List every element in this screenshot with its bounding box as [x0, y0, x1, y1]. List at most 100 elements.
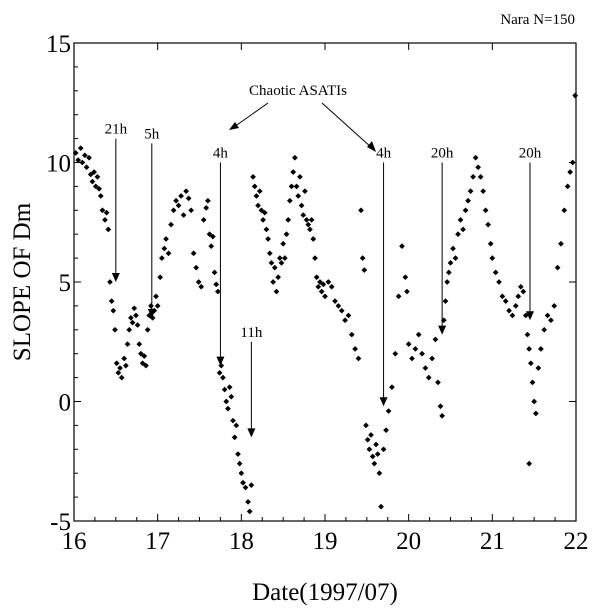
data-point — [291, 154, 298, 161]
time-annotation: 4h — [376, 146, 392, 407]
data-point — [315, 283, 322, 290]
data-point — [208, 243, 215, 250]
data-point — [376, 470, 383, 477]
data-point — [455, 231, 461, 238]
x-tick-label: 22 — [564, 528, 589, 555]
data-point — [412, 345, 419, 352]
time-annotation-arrowhead — [525, 311, 534, 321]
chaotic-annotation: Chaotic ASATIs — [229, 83, 376, 152]
data-point — [115, 369, 122, 376]
data-point — [255, 202, 262, 209]
data-point — [99, 207, 106, 214]
data-point — [296, 173, 303, 180]
data-point — [475, 164, 482, 171]
time-annotation-label: 4h — [376, 146, 392, 162]
data-point — [567, 169, 574, 176]
data-point — [467, 188, 474, 195]
data-point — [236, 460, 243, 467]
time-annotation-label: 5h — [144, 126, 160, 142]
data-point — [87, 171, 94, 178]
data-point — [72, 149, 79, 156]
data-point — [97, 193, 104, 199]
data-point — [185, 195, 192, 202]
data-point — [472, 154, 479, 161]
data-point — [496, 279, 502, 285]
data-point — [250, 173, 257, 180]
data-point — [153, 293, 159, 300]
time-annotation: 20h — [519, 146, 542, 321]
data-point — [429, 355, 436, 362]
data-point — [352, 345, 359, 352]
data-point — [419, 350, 426, 357]
data-point — [228, 393, 235, 400]
data-point — [564, 183, 571, 190]
data-point — [218, 362, 225, 369]
data-point — [295, 193, 302, 199]
data-point — [91, 169, 98, 176]
data-point — [209, 233, 216, 240]
data-point — [293, 183, 300, 190]
data-point — [512, 302, 519, 309]
data-point — [359, 255, 366, 262]
x-tick-label: 19 — [313, 528, 338, 555]
x-tick-label: 18 — [229, 528, 254, 555]
x-tick-label: 16 — [62, 528, 87, 555]
data-point — [270, 279, 277, 285]
data-point — [345, 312, 352, 319]
chaotic-arrow-right — [321, 102, 373, 149]
data-point — [233, 422, 240, 429]
data-point — [173, 197, 180, 204]
data-point — [89, 178, 96, 185]
data-point — [223, 398, 230, 405]
data-point — [200, 216, 207, 223]
data-point — [149, 314, 156, 321]
data-point — [281, 255, 288, 262]
data-point — [102, 216, 108, 223]
data-point — [388, 384, 395, 391]
y-tick-label: 10 — [46, 151, 71, 178]
data-point — [124, 341, 131, 348]
data-point — [442, 298, 449, 305]
data-point — [425, 374, 432, 381]
data-point — [271, 264, 278, 271]
data-point — [477, 173, 484, 180]
data-point — [487, 240, 494, 247]
data-point — [105, 226, 112, 233]
data-point — [485, 221, 492, 228]
data-point — [380, 446, 387, 453]
time-annotation: 11h — [240, 325, 263, 438]
data-point — [96, 185, 103, 192]
data-point — [537, 345, 544, 352]
data-point — [383, 427, 390, 434]
data-point — [278, 259, 285, 266]
data-point — [280, 240, 287, 247]
data-point — [457, 216, 464, 223]
data-point — [551, 302, 558, 309]
data-point — [439, 412, 446, 419]
data-point — [121, 355, 128, 362]
data-point — [203, 204, 210, 211]
y-tick-label: 5 — [59, 270, 72, 297]
data-point — [371, 460, 378, 467]
data-point — [532, 410, 539, 417]
data-point — [409, 355, 415, 362]
data-point — [460, 226, 467, 233]
data-point — [230, 417, 236, 424]
data-point — [554, 264, 561, 271]
time-annotation-label: 21h — [105, 122, 128, 138]
data-point — [134, 322, 141, 328]
data-point — [569, 159, 576, 166]
data-point — [437, 403, 444, 410]
data-point — [325, 279, 332, 285]
data-point — [312, 255, 318, 262]
time-annotation: 20h — [431, 146, 454, 335]
data-point — [129, 319, 136, 326]
data-point — [132, 312, 139, 319]
data-point — [444, 279, 451, 285]
data-point — [178, 193, 185, 199]
data-point — [447, 259, 454, 266]
data-point — [136, 341, 143, 348]
data-point — [313, 274, 320, 281]
data-point — [445, 269, 452, 276]
data-point — [245, 498, 251, 505]
